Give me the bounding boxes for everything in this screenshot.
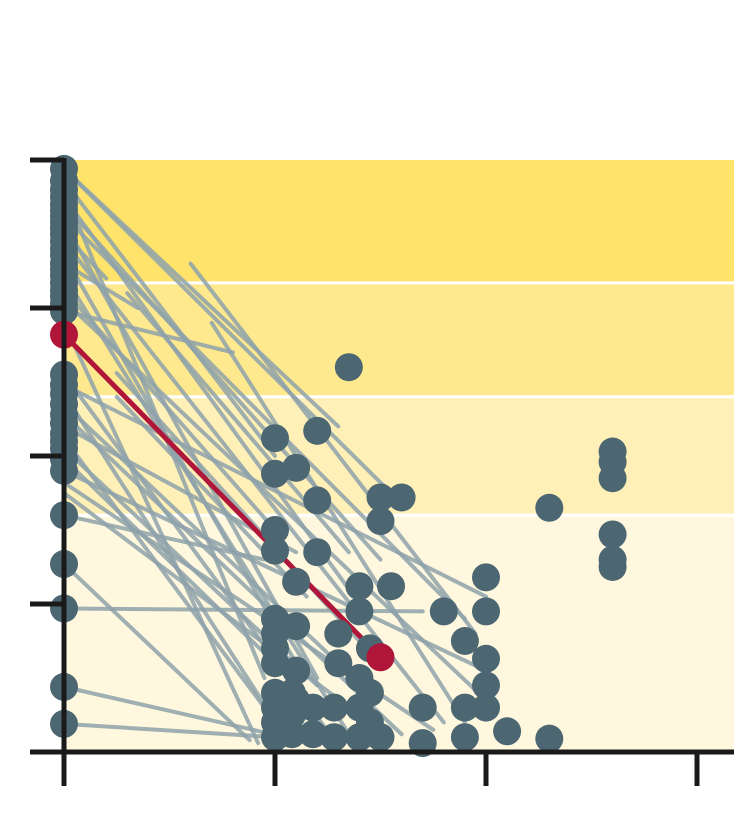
connector-line — [62, 436, 267, 710]
band-2 — [64, 282, 734, 397]
data-point — [298, 693, 327, 722]
data-point — [320, 723, 349, 752]
data-point — [261, 516, 289, 544]
connector-line — [62, 298, 488, 703]
connector-line — [62, 456, 277, 666]
highlight-connector-line — [61, 332, 383, 660]
data-point — [261, 459, 289, 488]
data-point — [535, 724, 564, 753]
data-point — [429, 597, 458, 626]
connector-line — [62, 468, 488, 673]
data-point — [355, 678, 384, 707]
connector-line — [62, 308, 235, 355]
connector-line — [62, 721, 277, 740]
connector-line — [62, 513, 267, 562]
connector-line — [62, 491, 362, 717]
data-point — [261, 649, 289, 678]
data-point — [298, 720, 327, 749]
connector-line — [188, 261, 478, 636]
data-point — [535, 493, 564, 522]
axes — [30, 157, 734, 786]
connector-line — [209, 320, 467, 725]
data-point — [345, 597, 374, 626]
data-point — [324, 619, 353, 648]
connector-line — [62, 382, 488, 599]
connector-line — [62, 684, 288, 740]
connector-line — [62, 288, 277, 532]
data-point — [387, 483, 416, 512]
data-point — [598, 464, 627, 493]
data-point — [408, 693, 437, 722]
highlight-connector — [61, 332, 383, 660]
data-point — [282, 567, 311, 596]
data-point — [303, 416, 332, 445]
data-point — [320, 693, 349, 722]
data-point — [345, 572, 374, 601]
data-point — [366, 723, 395, 752]
data-point — [472, 644, 500, 673]
data-point — [598, 553, 627, 581]
data-point — [377, 572, 406, 601]
highlight-point — [366, 643, 395, 672]
data-point — [282, 453, 311, 482]
data-point — [472, 563, 500, 592]
data-point — [450, 693, 479, 722]
data-point — [277, 720, 306, 749]
connector-line — [62, 178, 277, 458]
data-point — [282, 656, 311, 685]
connector-line — [62, 166, 394, 495]
connector-line — [62, 412, 404, 737]
data-point — [334, 353, 363, 382]
band-3 — [64, 160, 734, 283]
data-point — [324, 649, 353, 678]
data-point — [261, 536, 289, 565]
data-point — [261, 424, 289, 453]
connector-line — [62, 320, 261, 746]
data-point — [366, 507, 395, 536]
data-point — [598, 520, 627, 549]
data-point — [472, 597, 500, 626]
data-point — [450, 627, 479, 655]
data-point — [472, 693, 500, 722]
data-point — [450, 723, 479, 752]
data-point — [366, 483, 395, 512]
data-point — [493, 717, 522, 746]
data-point — [282, 612, 311, 641]
data-point — [303, 538, 332, 567]
data-points — [50, 154, 627, 758]
connector-line — [62, 562, 252, 743]
data-point — [303, 486, 332, 515]
data-point — [472, 671, 500, 700]
